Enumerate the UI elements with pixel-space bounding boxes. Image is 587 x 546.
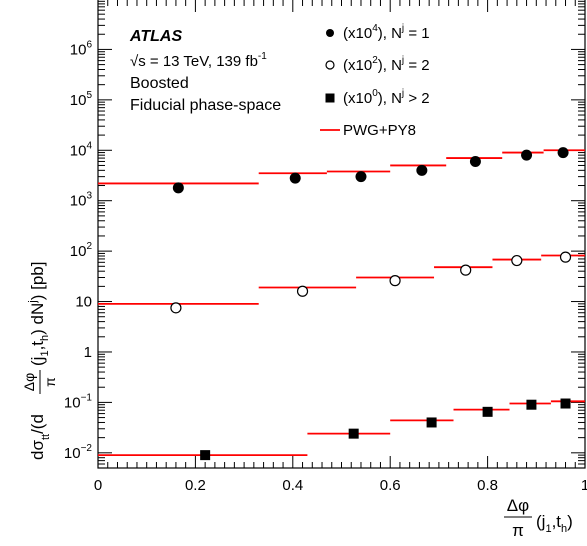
- legend-marker-njet2: [325, 60, 335, 70]
- boosted-label: Boosted: [130, 75, 189, 92]
- data-point-njet3: [426, 417, 437, 428]
- data-point-njet3: [200, 450, 211, 461]
- data-point-njet2: [460, 264, 472, 276]
- data-point-njet2: [170, 302, 182, 314]
- x-axis-label: Δφ π (j1,th): [504, 496, 573, 540]
- y-tick-label: 103: [70, 191, 93, 210]
- x-tick-label: 0.8: [477, 477, 498, 494]
- energy-label: √s = 13 TeV, 139 fb-1: [130, 51, 267, 70]
- legend-label-njet2: (x102), Nj = 2: [343, 55, 430, 74]
- svg-text:dσtt/(d: dσtt/(d: [28, 414, 52, 460]
- y-tick-label: 10−1: [64, 392, 93, 411]
- atlas-label: ATLAS: [129, 28, 182, 45]
- data-point-njet1: [289, 172, 301, 184]
- y-tick-label: 102: [70, 241, 93, 260]
- legend: (x104), Nj = 1 (x102), Nj = 2 (x100), Nj…: [320, 23, 430, 139]
- x-tick-label: 1: [581, 477, 587, 494]
- data-point-njet1: [416, 164, 428, 176]
- x-tick-label: 0.6: [380, 477, 401, 494]
- legend-marker-njet3: [325, 93, 335, 103]
- x-tick-label: 0.4: [282, 477, 303, 494]
- x-tick-label: 0.2: [185, 477, 206, 494]
- svg-text:Δφ: Δφ: [21, 373, 37, 391]
- data-point-njet1: [521, 149, 533, 161]
- svg-text:π: π: [512, 521, 524, 540]
- svg-text:(j1,th): (j1,th): [536, 512, 573, 535]
- svg-text:Δφ: Δφ: [507, 496, 529, 515]
- y-tick-label: 10−2: [64, 443, 93, 462]
- y-axis-label: dσtt/(d Δφ π (j1,th) dNj) [pb]: [21, 262, 58, 460]
- data-point-njet1: [557, 147, 569, 159]
- svg-text:π: π: [42, 377, 58, 387]
- svg-text:(j1,th) dNj) [pb]: (j1,th) dNj) [pb]: [27, 262, 51, 366]
- fiducial-label: Fiducial phase-space: [130, 97, 281, 114]
- data-point-njet2: [511, 254, 523, 267]
- legend-label-prediction: PWG+PY8: [343, 122, 416, 139]
- data-points: [170, 147, 572, 461]
- legend-marker-njet1: [326, 29, 334, 37]
- data-point-njet3: [526, 399, 537, 410]
- plot-frame: [97, 0, 586, 469]
- x-tick-label: 0: [94, 477, 102, 494]
- y-tick-labels: 10−2 10−1 1 10 102 103 104 105 106: [64, 39, 93, 461]
- data-point-njet1: [172, 182, 184, 194]
- data-point-njet2: [296, 285, 309, 297]
- data-point-njet2: [559, 251, 572, 263]
- annotation-block: ATLAS √s = 13 TeV, 139 fb-1 Boosted Fidu…: [129, 28, 281, 114]
- axis-ticks: [97, 0, 586, 469]
- data-point-njet3: [560, 398, 571, 409]
- data-point-njet3: [348, 428, 359, 439]
- y-tick-label: 106: [70, 39, 93, 58]
- legend-label-njet3: (x100), Nj > 2: [343, 88, 430, 107]
- legend-label-njet1: (x104), Nj = 1: [343, 23, 430, 42]
- x-tick-labels: 0 0.2 0.4 0.6 0.8 1: [94, 477, 587, 494]
- data-point-njet2: [389, 275, 401, 287]
- data-point-njet1: [355, 171, 367, 183]
- y-tick-label: 105: [70, 90, 93, 109]
- prediction-lines: [98, 149, 585, 457]
- y-tick-label: 10: [75, 294, 92, 311]
- y-tick-label: 104: [70, 140, 93, 159]
- data-point-njet3: [482, 406, 493, 417]
- y-tick-label: 1: [84, 344, 92, 361]
- data-point-njet1: [469, 155, 481, 167]
